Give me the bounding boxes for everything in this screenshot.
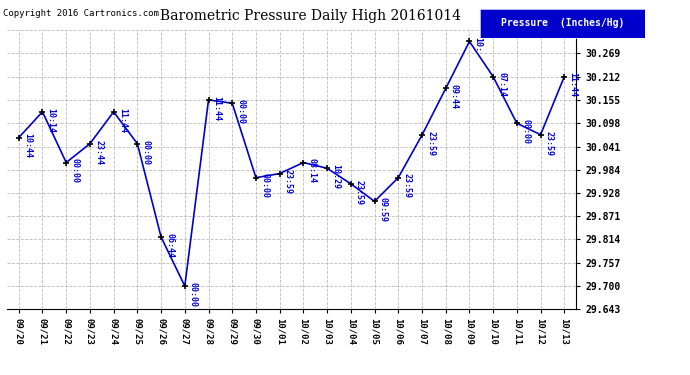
Text: 00:00: 00:00 [189, 282, 198, 307]
Text: 09:59: 09:59 [379, 197, 388, 222]
Text: 23:59: 23:59 [426, 131, 435, 156]
Text: Barometric Pressure Daily High 20161014: Barometric Pressure Daily High 20161014 [160, 9, 461, 23]
Text: Copyright 2016 Cartronics.com: Copyright 2016 Cartronics.com [3, 9, 159, 18]
Text: 11:44: 11:44 [118, 108, 127, 133]
Text: 10:14: 10:14 [47, 108, 56, 133]
Text: 23:59: 23:59 [544, 130, 554, 156]
Text: 00:00: 00:00 [70, 158, 79, 183]
Text: 07:14: 07:14 [497, 72, 506, 98]
Text: 09:44: 09:44 [450, 84, 459, 109]
Text: 00:00: 00:00 [237, 99, 246, 124]
Text: 00:00: 00:00 [141, 140, 150, 165]
Text: 11:44: 11:44 [213, 96, 221, 121]
Text: 11:44: 11:44 [569, 72, 578, 98]
Text: 00:00: 00:00 [260, 174, 269, 198]
Text: 23:44: 23:44 [94, 140, 103, 165]
Text: 08:14: 08:14 [308, 158, 317, 183]
Text: 23:59: 23:59 [355, 180, 364, 205]
Text: 06:44: 06:44 [165, 233, 175, 258]
Text: 10:44: 10:44 [23, 134, 32, 158]
Text: 23:59: 23:59 [284, 170, 293, 194]
Text: 00:00: 00:00 [521, 119, 530, 144]
Text: 10:29: 10:29 [331, 164, 340, 189]
Text: 10:: 10: [473, 37, 482, 52]
Text: 23:59: 23:59 [402, 174, 411, 198]
Text: Pressure  (Inches/Hg): Pressure (Inches/Hg) [501, 18, 624, 28]
